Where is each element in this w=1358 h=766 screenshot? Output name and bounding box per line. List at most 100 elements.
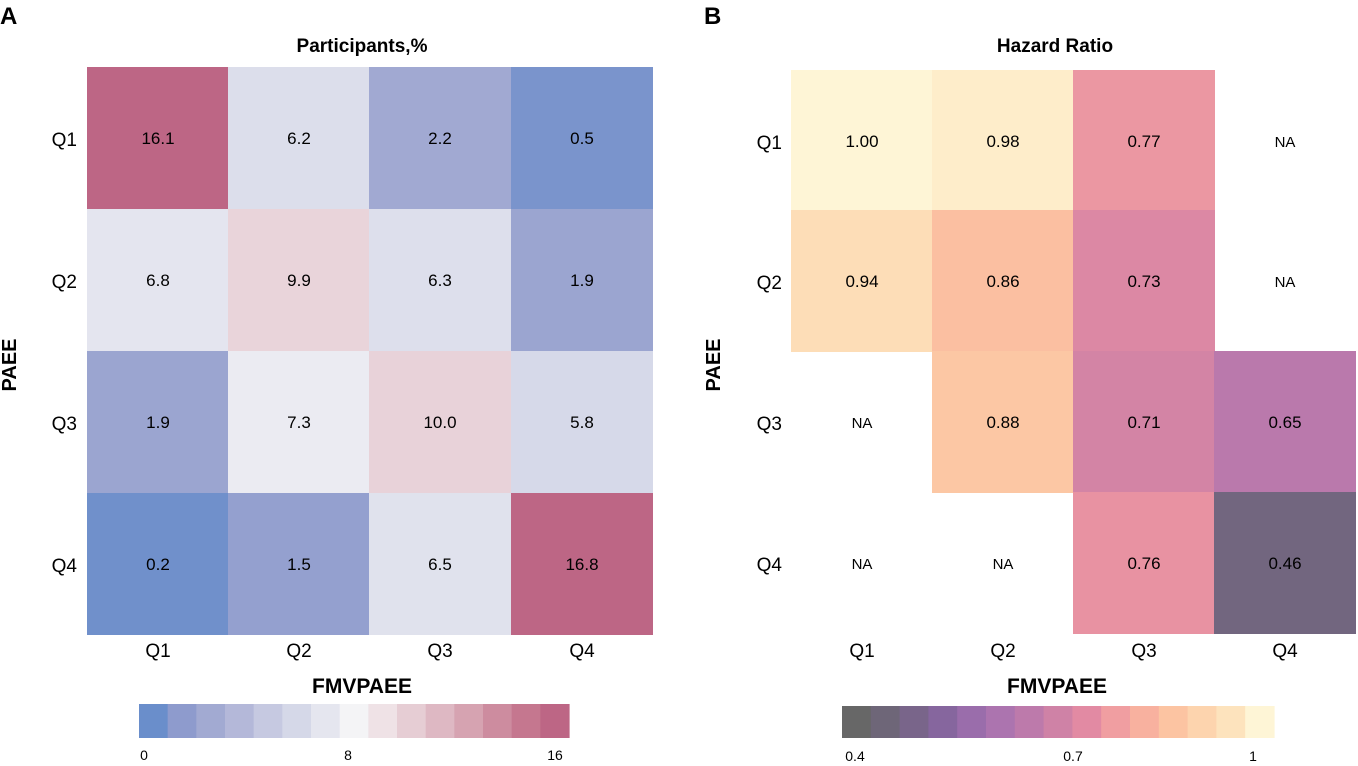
panel-b-cell-r1c3 [1073, 70, 1215, 212]
panel-a-colorbar-tick-2: 8 [344, 747, 352, 763]
panel-a-cell-r3c4 [511, 351, 653, 493]
panel-b-cell-label-r1c1: 1.00 [845, 132, 878, 151]
panel-a-cell-r1c3 [369, 67, 511, 209]
panel-b-cell-label-r4c4: 0.46 [1268, 554, 1301, 573]
panel-a-heatmap: 16.1 6.2 2.2 0.5 6.8 9.9 6.3 1.9 1.9 7.3 10.0 5.8 0.… [52, 67, 653, 662]
panel-b-xtick-2: Q2 [990, 641, 1015, 662]
panel-a-xtick-2: Q2 [286, 641, 311, 662]
panel-b-colorbar-swatch-9 [1072, 706, 1102, 738]
panel-a-xtick-1: Q1 [145, 641, 170, 662]
panel-b-cell-r2c1 [791, 210, 933, 352]
panel-a-cell-label-r4c1: 0.2 [146, 555, 170, 574]
panel-b-title: Hazard Ratio [997, 36, 1113, 57]
panel-a-cell-r1c1 [87, 67, 229, 209]
panel-b-colorbar-swatch-11 [1130, 706, 1160, 738]
panel-a-cell-label-r1c3: 2.2 [428, 129, 452, 148]
panel-a-title: Participants,% [297, 36, 428, 57]
panel-b-ytick-3: Q3 [757, 414, 782, 435]
panel-a-ylabel: PAEE [0, 339, 21, 392]
panel-a-colorbar-swatch-12 [454, 704, 484, 738]
panel-b-cell-r4c3 [1073, 492, 1215, 634]
panel-a-cell-r4c4 [511, 493, 653, 635]
panel-a-cell-r2c4 [511, 209, 653, 351]
panel-a-colorbar: 0 8 16 [139, 704, 570, 763]
panel-a-ytick-4: Q4 [52, 556, 78, 577]
panel-b-cell-label-r4c2: NA [993, 556, 1014, 573]
panel-a-xtick-3: Q3 [427, 641, 452, 662]
panel-a-colorbar-swatch-11 [425, 704, 455, 738]
panel-a-colorbar-tick-3: 16 [547, 747, 563, 763]
panel-a-colorbar-swatch-3 [196, 704, 226, 738]
panel-b-cell-label-r4c3: 0.76 [1127, 554, 1160, 573]
panel-b-cell-r2c2 [932, 210, 1074, 352]
panel-b-cell-r3c2 [932, 351, 1074, 493]
panel-b-colorbar-swatch-4 [928, 706, 958, 738]
panel-a-cell-label-r2c1: 6.8 [146, 271, 170, 290]
panel-b-colorbar-swatch-5 [957, 706, 987, 738]
panel-b-ylabel: PAEE [703, 339, 725, 392]
panel-b-ytick-4: Q4 [757, 555, 783, 576]
panel-a-colorbar-swatch-8 [339, 704, 369, 738]
panel-a-colorbar-swatch-1 [139, 704, 169, 738]
panel-b-cell-label-r3c1: NA [852, 415, 873, 432]
panel-a-colorbar-swatch-13 [483, 704, 513, 738]
panel-a-colorbar-swatch-4 [225, 704, 255, 738]
panel-b-colorbar-swatch-3 [899, 706, 929, 738]
panel-a-cell-label-r3c1: 1.9 [146, 413, 170, 432]
panel-b-colorbar-swatch-2 [870, 706, 901, 738]
panel-b-cell-r1c1 [791, 70, 933, 212]
panel-a-colorbar-swatch-10 [397, 704, 427, 738]
panel-b-cell-label-r1c2: 0.98 [986, 132, 1019, 151]
panel-a-colorbar-swatch-5 [253, 704, 283, 738]
panel-b-cell-label-r3c3: 0.71 [1127, 413, 1160, 432]
panel-a-xtick-4: Q4 [569, 641, 595, 662]
panel-a-cell-label-r1c1: 16.1 [141, 129, 174, 148]
panel-b-cell-label-r1c3: 0.77 [1127, 132, 1160, 151]
panel-a-cell-label-r4c2: 1.5 [287, 555, 311, 574]
panel-a-cell-label-r3c3: 10.0 [423, 413, 456, 432]
panel-b-colorbar-swatch-1 [842, 706, 872, 738]
panel-b-cell-label-r2c2: 0.86 [986, 272, 1019, 291]
panel-a-cell-label-r2c4: 1.9 [570, 271, 594, 290]
panel-a-colorbar-swatch-9 [368, 704, 398, 738]
panel-b-cell-label-r2c1: 0.94 [845, 272, 878, 291]
panel-b-cell-label-r4c1: NA [852, 556, 873, 573]
panel-a-cell-r2c2 [228, 209, 370, 351]
panel-a-cell-r3c3 [369, 351, 511, 493]
panel-b-legend-title: FMVPAEE [1007, 675, 1107, 698]
panel-a-colorbar-tick-1: 0 [140, 747, 148, 763]
panel-b-cell-label-r2c3: 0.73 [1127, 272, 1160, 291]
panel-b-xtick-4: Q4 [1272, 641, 1298, 662]
panel-b-colorbar-tick-2: 0.7 [1063, 748, 1083, 764]
panel-a-cell-r3c1 [87, 351, 229, 493]
panel-b-ytick-2: Q2 [757, 273, 782, 294]
panel-b-cell-r2c3 [1073, 210, 1215, 352]
panel-b-colorbar-swatch-13 [1187, 706, 1217, 738]
panel-a-ytick-3: Q3 [52, 414, 77, 435]
panel-a-cell-label-r2c3: 6.3 [428, 271, 452, 290]
panel-b-cell-label-r2c4: NA [1275, 274, 1296, 291]
panel-a-cell-label-r3c2: 7.3 [287, 413, 311, 432]
panel-a-cell-r1c2 [228, 67, 370, 209]
panel-b-cell-r3c3 [1073, 351, 1215, 493]
panel-a-letter: A [0, 3, 17, 30]
panel-b-colorbar-swatch-8 [1043, 706, 1073, 738]
panel-a-colorbar-swatch-6 [282, 704, 312, 738]
panel-b-cell-label-r3c2: 0.88 [986, 413, 1019, 432]
panel-a-colorbar-swatch-14 [511, 704, 541, 738]
panel-b-cell-label-r3c4: 0.65 [1268, 413, 1301, 432]
panel-a-cell-r2c3 [369, 209, 511, 351]
panel-a-cell-label-r1c2: 6.2 [287, 129, 311, 148]
panel-a-colorbar-swatch-2 [167, 704, 197, 738]
panel-b-colorbar: 0.4 0.7 1 [842, 706, 1275, 764]
panel-b-colorbar-swatch-15 [1245, 706, 1275, 738]
panel-a-cell-label-r4c3: 6.5 [428, 555, 452, 574]
panel-a-cell-r1c4 [511, 67, 653, 209]
panel-b-colorbar-swatch-6 [986, 706, 1016, 738]
panel-b-letter: B [704, 3, 721, 30]
panel-a-cell-r3c2 [228, 351, 370, 493]
panel-b-colorbar-swatch-10 [1101, 706, 1131, 738]
panel-a-ytick-1: Q1 [52, 130, 77, 151]
panel-b-cell-r1c2 [932, 70, 1074, 212]
